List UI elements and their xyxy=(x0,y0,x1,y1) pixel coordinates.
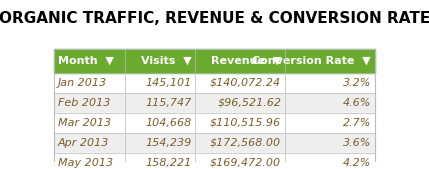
Text: 104,668: 104,668 xyxy=(145,118,191,128)
Bar xyxy=(54,113,375,133)
Text: 4.6%: 4.6% xyxy=(343,98,371,108)
Text: Revenue  ▼: Revenue ▼ xyxy=(211,56,281,66)
Text: 115,747: 115,747 xyxy=(145,98,191,108)
Text: 154,239: 154,239 xyxy=(145,138,191,148)
Text: Jan 2013: Jan 2013 xyxy=(58,78,107,88)
Bar xyxy=(54,133,375,153)
Text: Apr 2013: Apr 2013 xyxy=(58,138,109,148)
Bar xyxy=(54,73,375,93)
Bar xyxy=(54,153,375,169)
Text: 4.2%: 4.2% xyxy=(343,158,371,168)
Text: Feb 2013: Feb 2013 xyxy=(58,98,110,108)
Text: $172,568.00: $172,568.00 xyxy=(210,138,281,148)
Bar xyxy=(54,50,375,73)
Text: 3.2%: 3.2% xyxy=(343,78,371,88)
Text: Mar 2013: Mar 2013 xyxy=(58,118,111,128)
Text: $110,515.96: $110,515.96 xyxy=(210,118,281,128)
Text: ORGANIC TRAFFIC, REVENUE & CONVERSION RATE: ORGANIC TRAFFIC, REVENUE & CONVERSION RA… xyxy=(0,11,429,26)
Bar xyxy=(54,93,375,113)
Text: 158,221: 158,221 xyxy=(145,158,191,168)
Text: Conversion Rate  ▼: Conversion Rate ▼ xyxy=(252,56,371,66)
Text: 3.6%: 3.6% xyxy=(343,138,371,148)
Text: $169,472.00: $169,472.00 xyxy=(210,158,281,168)
Text: 145,101: 145,101 xyxy=(145,78,191,88)
Text: Visits  ▼: Visits ▼ xyxy=(141,56,191,66)
Text: Month  ▼: Month ▼ xyxy=(58,56,114,66)
Text: $140,072.24: $140,072.24 xyxy=(210,78,281,88)
Text: 2.7%: 2.7% xyxy=(343,118,371,128)
Text: $96,521.62: $96,521.62 xyxy=(217,98,281,108)
Text: May 2013: May 2013 xyxy=(58,158,113,168)
